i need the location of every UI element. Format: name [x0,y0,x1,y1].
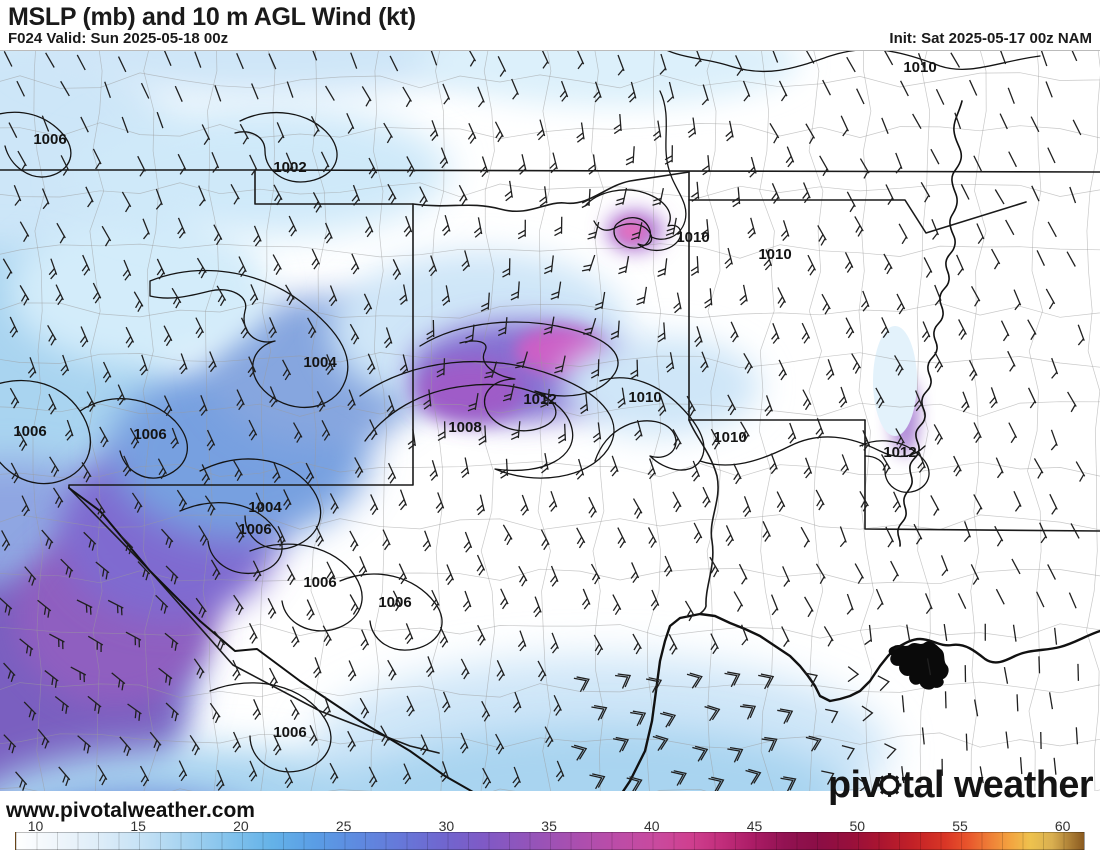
svg-text:1008: 1008 [448,419,481,436]
svg-text:1006: 1006 [33,131,66,148]
svg-text:1004: 1004 [248,499,282,516]
svg-text:1010: 1010 [758,246,791,263]
svg-text:1010: 1010 [903,59,936,76]
svg-text:piv: piv [828,763,882,805]
svg-text:1012: 1012 [523,391,556,408]
svg-text:1006: 1006 [378,594,411,611]
svg-text:1006: 1006 [303,574,336,591]
svg-text:1010: 1010 [628,389,661,406]
svg-text:1006: 1006 [133,426,166,443]
svg-text:1006: 1006 [273,724,306,741]
svg-text:tal weather: tal weather [901,763,1093,805]
